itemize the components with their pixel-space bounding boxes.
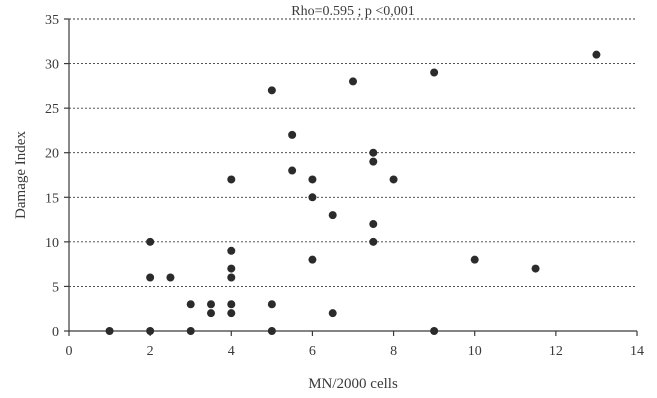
y-tick-label: 35 (45, 13, 59, 28)
x-tick-label: 14 (630, 344, 644, 359)
x-tick-label: 0 (66, 344, 73, 359)
data-point (592, 50, 601, 59)
data-point (288, 130, 297, 139)
data-point (146, 237, 155, 246)
data-point (369, 157, 378, 166)
data-point (389, 175, 398, 184)
data-point (470, 255, 479, 264)
data-point (227, 246, 236, 255)
data-point (227, 300, 236, 309)
x-tick-label: 2 (147, 344, 154, 359)
data-point (328, 211, 337, 220)
data-point (308, 255, 317, 264)
y-tick-label: 15 (45, 191, 59, 206)
x-axis-title: MN/2000 cells (308, 376, 398, 392)
data-point (349, 77, 357, 86)
chart-title: Rho=0.595 ; p <0,001 (291, 4, 415, 19)
data-point (186, 327, 195, 335)
data-point (288, 166, 297, 175)
data-point (308, 193, 317, 202)
x-axis-ticks: 0 2 4 6 8 10 12 14 (66, 331, 644, 359)
x-tick-label: 8 (390, 344, 397, 359)
x-tick-label: 10 (468, 344, 482, 359)
data-point (146, 273, 155, 282)
data-point (207, 300, 215, 309)
data-point (531, 264, 540, 273)
data-point (146, 327, 155, 335)
y-tick-label: 30 (45, 58, 59, 73)
y-tick-label: 5 (52, 280, 59, 295)
data-point (430, 327, 439, 335)
y-axis-title: Damage Index (13, 131, 29, 219)
data-point (369, 148, 378, 157)
data-point (369, 237, 378, 246)
data-points (105, 50, 601, 335)
x-tick-label: 12 (549, 344, 563, 359)
data-point (267, 327, 276, 335)
data-point (186, 300, 195, 309)
y-tick-label: 25 (45, 102, 59, 117)
data-point (166, 273, 175, 282)
grid-lines (69, 18, 637, 287)
y-axis-ticks: 0 5 10 15 20 25 30 35 (45, 13, 69, 340)
data-point (369, 220, 378, 229)
y-tick-label: 10 (45, 236, 59, 251)
data-point (308, 175, 317, 184)
x-tick-label: 6 (309, 344, 316, 359)
data-point (227, 264, 236, 273)
data-point (105, 327, 114, 335)
data-point (227, 273, 236, 282)
data-point (207, 309, 215, 318)
data-point (227, 309, 236, 318)
y-tick-label: 0 (52, 325, 59, 340)
y-tick-label: 20 (45, 147, 59, 162)
data-point (328, 309, 337, 318)
x-tick-label: 4 (228, 344, 235, 359)
data-point (227, 175, 236, 184)
data-point (430, 68, 439, 77)
data-point (267, 300, 276, 309)
data-point (267, 86, 276, 95)
